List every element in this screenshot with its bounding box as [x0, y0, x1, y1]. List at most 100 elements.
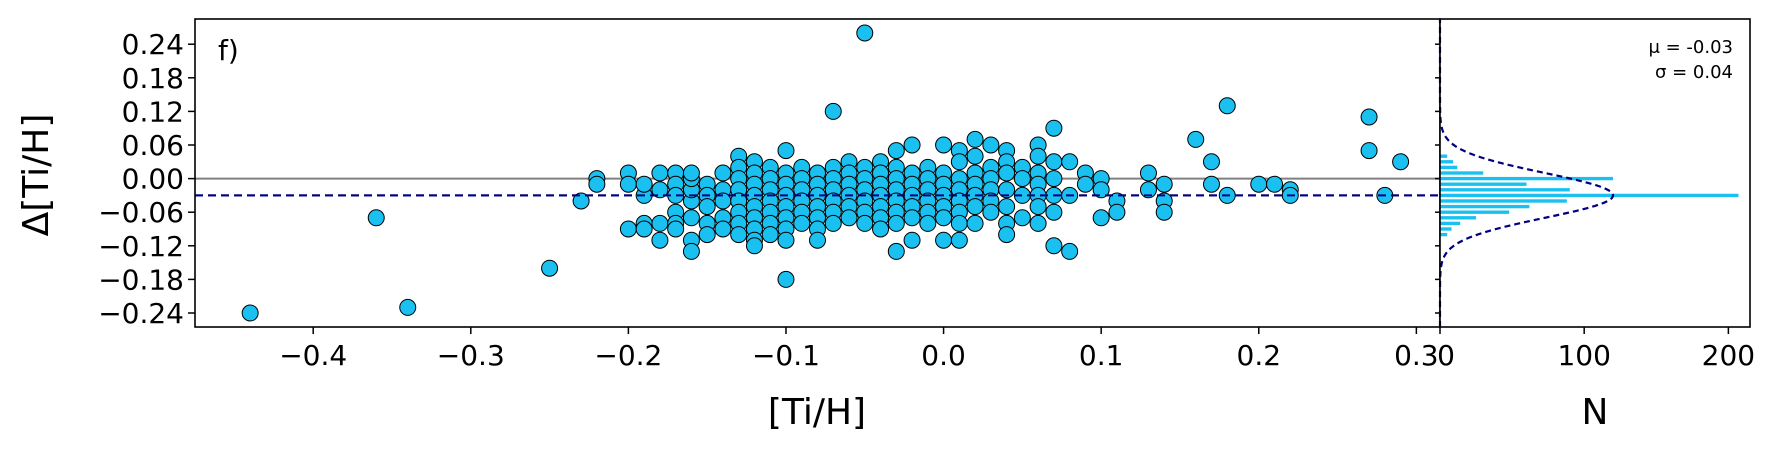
scatter-point	[1045, 153, 1063, 171]
scatter-point	[1076, 175, 1094, 193]
scatter-point	[588, 175, 606, 193]
scatter-point	[682, 209, 700, 227]
histogram-plot-border	[1439, 18, 1751, 328]
scatter-point	[998, 226, 1016, 244]
scatter-point	[1029, 198, 1047, 216]
scatter-point	[1092, 209, 1110, 227]
scatter-point	[935, 209, 953, 227]
scatter-point	[998, 164, 1016, 182]
scatter-point	[399, 298, 417, 316]
histogram-bar	[1440, 227, 1452, 231]
scatter-point	[887, 242, 905, 260]
scatter-point	[1139, 164, 1157, 182]
scatter-point	[919, 214, 937, 232]
scatter-point	[682, 242, 700, 260]
scatter-point	[903, 231, 921, 249]
histogram-y-ticks	[1435, 43, 1440, 314]
scatter-point	[1202, 175, 1220, 193]
scatter-point	[1202, 153, 1220, 171]
scatter-point	[872, 220, 890, 238]
scatter-point	[1013, 209, 1031, 227]
histogram-x-tick-label: 200	[1702, 339, 1755, 372]
panel-label: f)	[218, 34, 239, 67]
x-tick-label: 0.2	[1237, 339, 1282, 372]
histogram-x-tick-label: 100	[1557, 339, 1610, 372]
x-tick-label: 0.0	[921, 339, 966, 372]
histogram-bar	[1440, 165, 1458, 170]
scatter-point	[998, 198, 1016, 216]
scatter-point	[1045, 203, 1063, 221]
y-tick-label: −0.12	[98, 230, 184, 263]
histogram-bar	[1440, 154, 1448, 158]
scatter-point	[619, 175, 637, 193]
scatter-point	[777, 270, 795, 288]
histogram-bar	[1440, 171, 1484, 175]
scatter-point	[982, 203, 1000, 221]
scatter-point	[714, 164, 732, 182]
scatter-point	[950, 153, 968, 171]
histogram-bars	[1440, 154, 1739, 237]
scatter-point	[682, 164, 700, 182]
scatter-point	[1061, 242, 1079, 260]
scatter-point	[367, 209, 385, 227]
x-tick-label: −0.1	[752, 339, 820, 372]
scatter-point	[1392, 153, 1410, 171]
histogram-bar	[1440, 232, 1448, 237]
scatter-point	[887, 142, 905, 160]
mu-annotation: μ = -0.03	[1648, 37, 1733, 58]
y-tick-label: 0.18	[122, 62, 184, 95]
scatter-point	[1266, 175, 1284, 193]
scatter-point	[714, 220, 732, 238]
scatter-point	[777, 231, 795, 249]
scatter-point	[651, 164, 669, 182]
scatter-point	[1155, 203, 1173, 221]
scatter-point	[966, 214, 984, 232]
histogram-bar	[1440, 221, 1461, 226]
y-axis-ticks: 0.240.180.120.060.00−0.06−0.12−0.18−0.24	[98, 28, 195, 330]
scatter-point	[572, 192, 590, 210]
scatter-point	[1061, 153, 1079, 171]
scatter-point	[651, 214, 669, 232]
scatter-point	[887, 214, 905, 232]
scatter-point	[1139, 181, 1157, 199]
y-tick-label: −0.24	[98, 297, 184, 330]
histogram-bar	[1440, 199, 1567, 203]
scatter-point	[966, 130, 984, 148]
y-tick-label: −0.06	[98, 196, 184, 229]
scatter-point	[1155, 175, 1173, 193]
scatter-point	[998, 181, 1016, 199]
scatter-point	[1108, 203, 1126, 221]
scatter-point	[903, 136, 921, 154]
histogram-x-axis-label: N	[1582, 392, 1609, 433]
scatter-point	[777, 142, 795, 160]
scatter-point	[745, 237, 763, 255]
scatter-point	[651, 181, 669, 199]
scatter-point	[1360, 108, 1378, 126]
scatter-point	[730, 226, 748, 244]
x-axis-label: [Ti/H]	[768, 392, 866, 433]
scatter-point	[1045, 237, 1063, 255]
scatter-point	[698, 198, 716, 216]
sigma-annotation: σ = 0.04	[1655, 62, 1733, 83]
scatter-point	[1250, 175, 1268, 193]
x-tick-label: −0.2	[594, 339, 662, 372]
y-tick-label: 0.00	[122, 163, 184, 196]
scatter-point	[824, 214, 842, 232]
scatter-point	[982, 136, 1000, 154]
x-tick-label: −0.4	[279, 339, 347, 372]
y-tick-label: −0.18	[98, 263, 184, 296]
scatter-point	[856, 214, 874, 232]
scatter-point	[1029, 214, 1047, 232]
scatter-point	[935, 231, 953, 249]
scatter-point	[903, 209, 921, 227]
scatter-point	[824, 102, 842, 120]
y-axis-label: Δ[Ti/H]	[16, 114, 57, 237]
scatter-point	[793, 214, 811, 232]
scatter-point	[856, 24, 874, 42]
x-axis-ticks: −0.4 −0.3 −0.2 −0.1 0.0 0.1 0.2 0.3	[279, 327, 1439, 372]
scatter-point	[1187, 130, 1205, 148]
x-tick-label: 0.1	[1079, 339, 1124, 372]
scatter-point	[667, 220, 685, 238]
scatter-panel: −0.4 −0.3 −0.2 −0.1 0.0 0.1 0.2 0.3 0.240.180.1…	[16, 18, 1441, 433]
histogram-bar	[1440, 193, 1739, 198]
